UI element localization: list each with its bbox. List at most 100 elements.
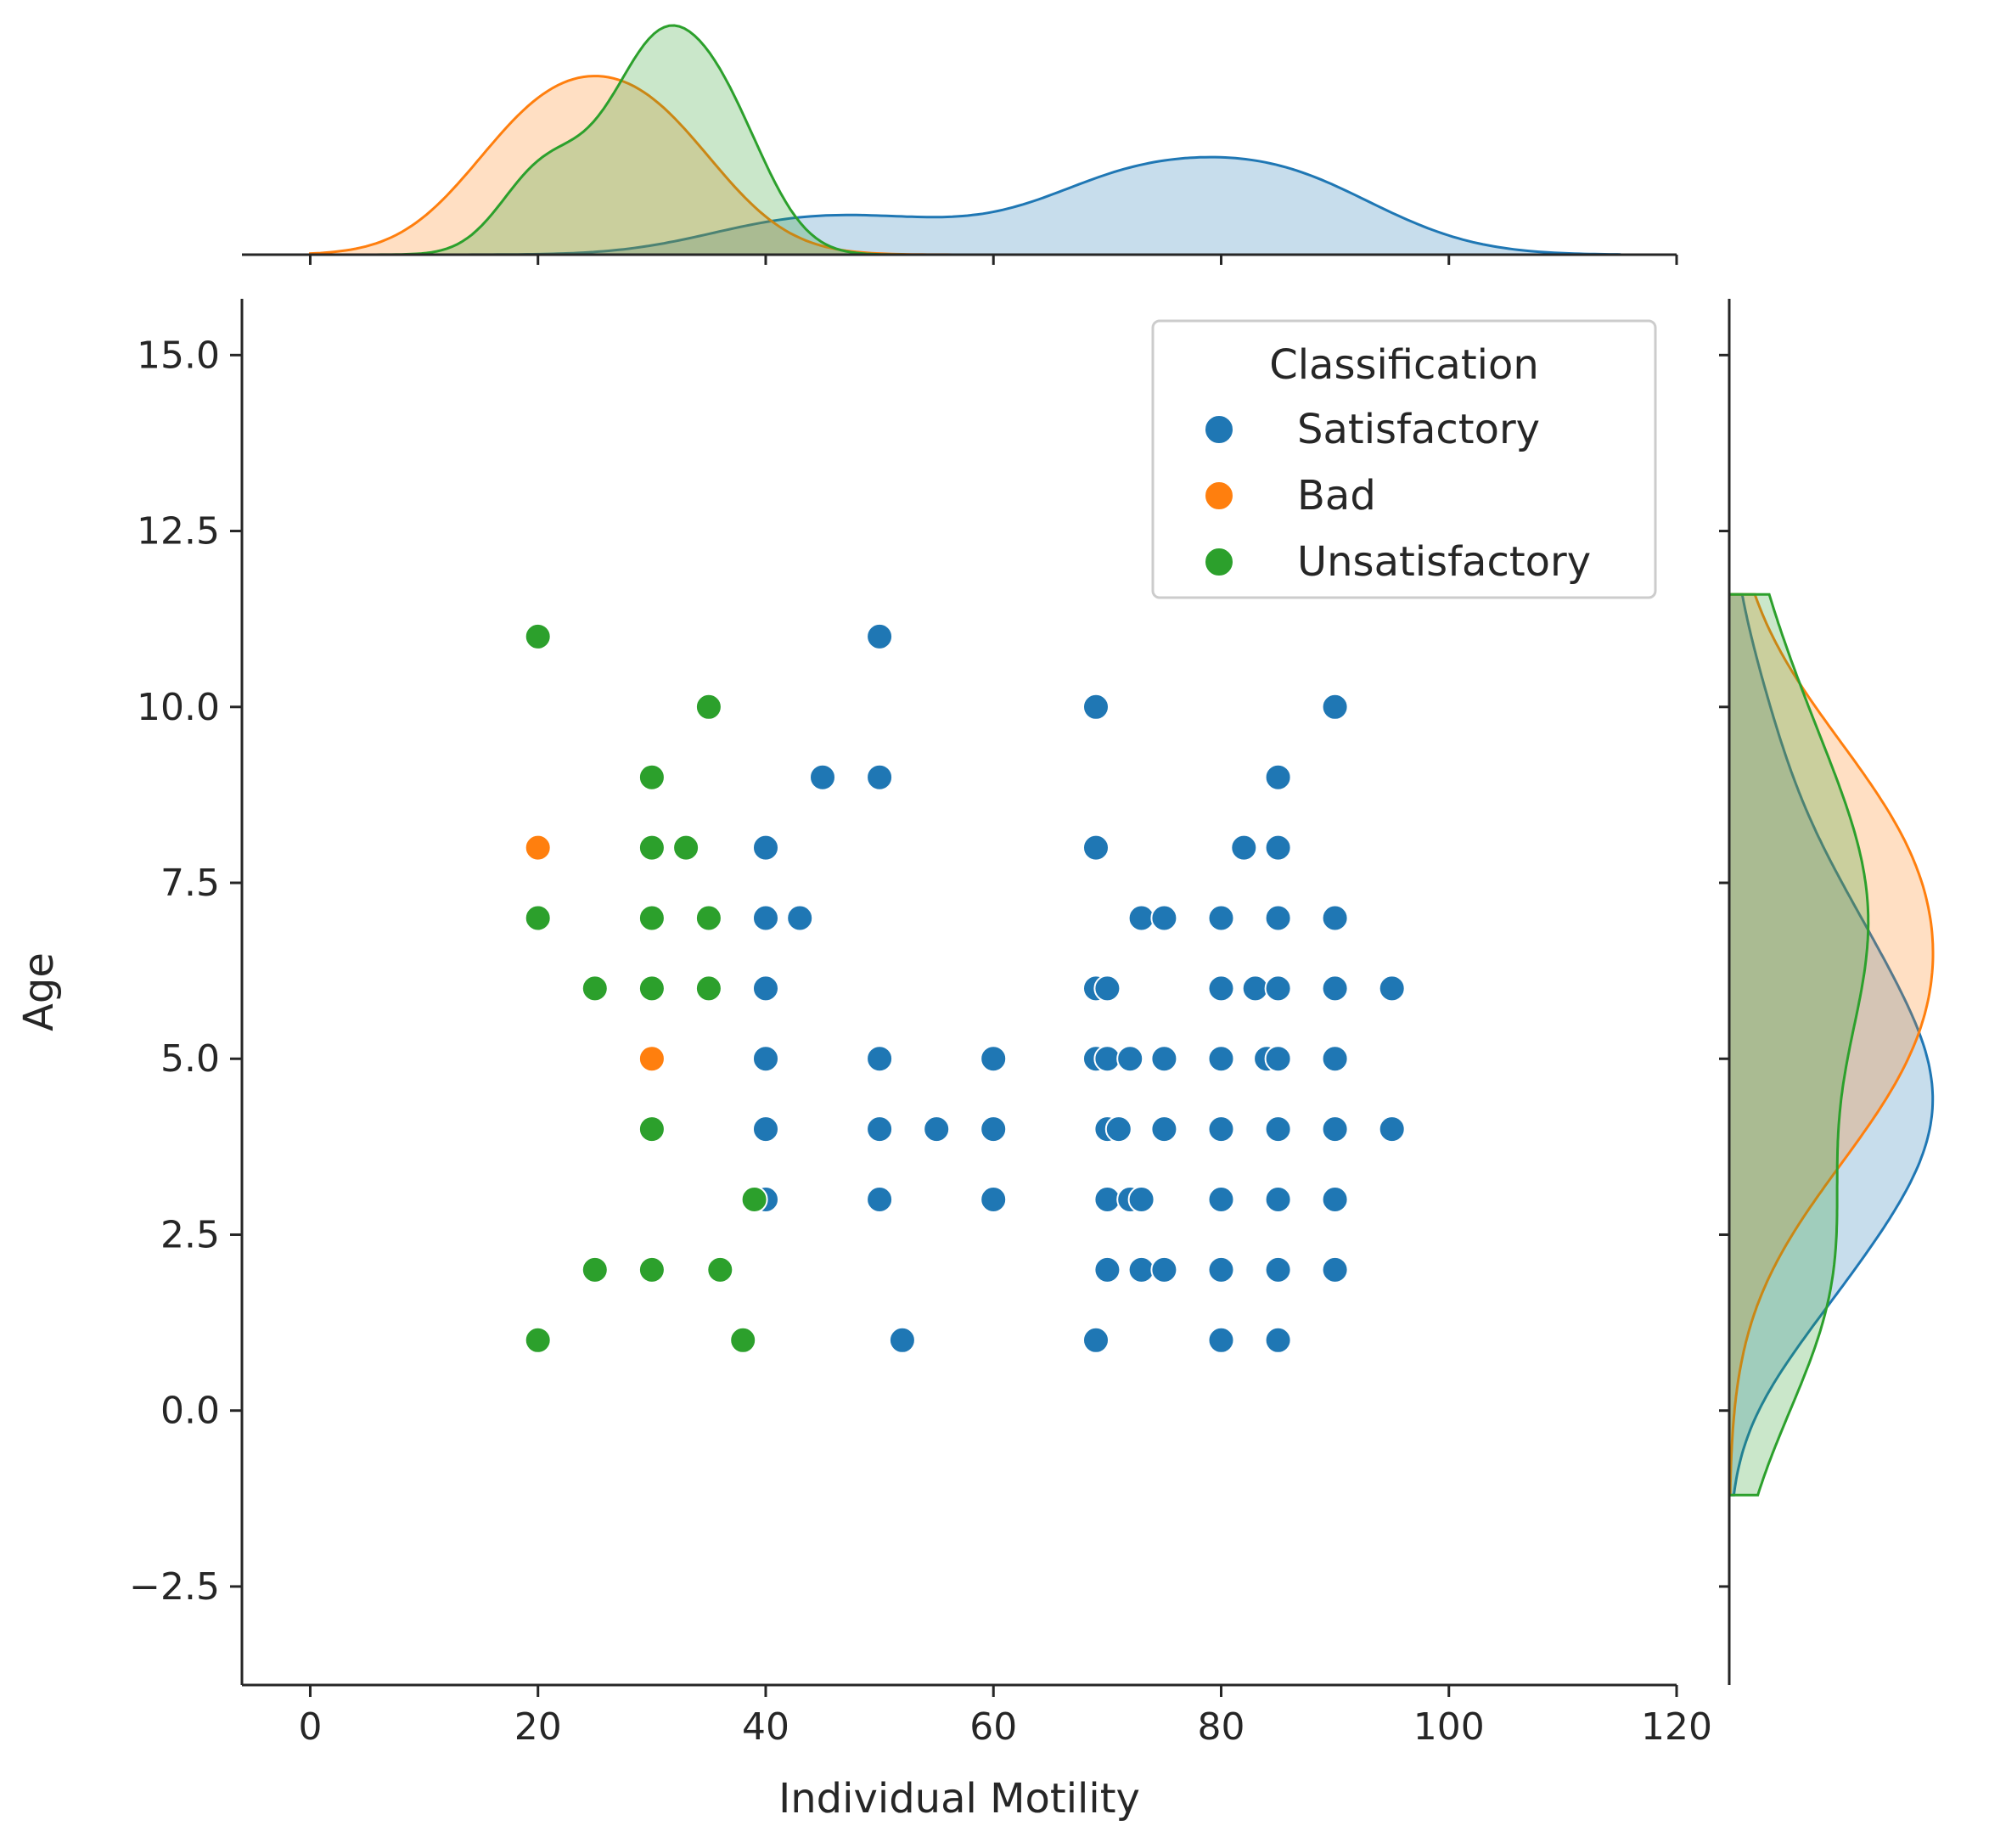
point-satisfactory bbox=[1264, 1045, 1292, 1073]
point-satisfactory bbox=[1082, 693, 1110, 721]
point-unsatisfactory bbox=[638, 763, 666, 791]
y-tick-label: 10.0 bbox=[137, 686, 220, 729]
point-satisfactory bbox=[752, 1115, 779, 1143]
y-tick-label: 12.5 bbox=[137, 510, 220, 553]
point-satisfactory bbox=[1116, 1045, 1144, 1073]
legend-marker-unsatisfactory bbox=[1204, 547, 1234, 577]
point-satisfactory bbox=[1150, 1045, 1178, 1073]
point-satisfactory bbox=[1093, 1255, 1121, 1283]
y-tick-label: −2.5 bbox=[129, 1565, 220, 1609]
point-satisfactory bbox=[980, 1045, 1008, 1073]
x-tick-label: 40 bbox=[742, 1705, 789, 1749]
x-tick-label: 100 bbox=[1413, 1705, 1485, 1749]
point-satisfactory bbox=[1082, 1326, 1110, 1354]
point-satisfactory bbox=[888, 1326, 916, 1354]
y-tick-label: 5.0 bbox=[160, 1037, 220, 1081]
kde-y-unsatisfactory bbox=[1728, 593, 1870, 1497]
point-bad bbox=[638, 1045, 666, 1073]
point-satisfactory bbox=[923, 1115, 951, 1143]
point-satisfactory bbox=[1150, 904, 1178, 932]
x-tick-label: 20 bbox=[514, 1705, 562, 1749]
point-unsatisfactory bbox=[524, 904, 552, 932]
point-satisfactory bbox=[1207, 1326, 1235, 1354]
point-satisfactory bbox=[1241, 975, 1269, 1003]
main-axes: 0 20 40 60 80 100 120 −2.5 0.0 2.5 5.0 7.5 10.0 12.5 1… bbox=[15, 299, 1712, 1823]
point-satisfactory bbox=[1127, 1186, 1155, 1213]
point-unsatisfactory bbox=[694, 975, 722, 1003]
scatter-points bbox=[524, 622, 1406, 1354]
point-satisfactory bbox=[1264, 975, 1292, 1003]
legend-label-satisfactory: Satisfactory bbox=[1297, 406, 1540, 453]
point-satisfactory bbox=[1207, 1045, 1235, 1073]
legend-title: Classification bbox=[1269, 341, 1539, 389]
legend-box bbox=[1151, 319, 1657, 599]
point-satisfactory bbox=[1150, 1255, 1178, 1283]
y-tick-label: 7.5 bbox=[160, 862, 220, 905]
point-satisfactory bbox=[752, 975, 779, 1003]
point-unsatisfactory bbox=[672, 834, 700, 862]
point-satisfactory bbox=[1093, 1186, 1121, 1213]
point-satisfactory bbox=[1264, 834, 1292, 862]
point-satisfactory bbox=[1264, 1326, 1292, 1354]
point-satisfactory bbox=[980, 1115, 1008, 1143]
y-axis-label: Age bbox=[15, 952, 63, 1031]
point-satisfactory bbox=[1127, 1255, 1155, 1283]
point-satisfactory bbox=[1378, 975, 1406, 1003]
point-satisfactory bbox=[752, 1045, 779, 1073]
point-bad bbox=[524, 834, 552, 862]
right-marginal-kde bbox=[1719, 299, 1935, 1685]
legend: Classification Satisfactory Bad Unsatisfact… bbox=[1151, 319, 1657, 599]
point-satisfactory bbox=[866, 1186, 894, 1213]
point-unsatisfactory bbox=[638, 1255, 666, 1283]
point-unsatisfactory bbox=[524, 1326, 552, 1354]
point-satisfactory bbox=[980, 1186, 1008, 1213]
point-satisfactory bbox=[1264, 1255, 1292, 1283]
point-satisfactory bbox=[1321, 693, 1349, 721]
point-satisfactory bbox=[1378, 1115, 1406, 1143]
point-unsatisfactory bbox=[524, 622, 552, 650]
point-satisfactory bbox=[1321, 1045, 1349, 1073]
point-unsatisfactory bbox=[638, 975, 666, 1003]
legend-label-bad: Bad bbox=[1297, 472, 1376, 520]
point-satisfactory bbox=[1264, 1186, 1292, 1213]
point-satisfactory bbox=[752, 834, 779, 862]
point-satisfactory bbox=[1321, 1115, 1349, 1143]
point-satisfactory bbox=[1207, 1186, 1235, 1213]
point-satisfactory bbox=[1264, 904, 1292, 932]
point-satisfactory bbox=[866, 622, 894, 650]
point-satisfactory bbox=[1093, 1045, 1121, 1073]
point-unsatisfactory bbox=[581, 975, 609, 1003]
point-satisfactory bbox=[1207, 904, 1235, 932]
x-axis-label: Individual Motility bbox=[778, 1775, 1140, 1823]
point-satisfactory bbox=[1264, 1115, 1292, 1143]
point-satisfactory bbox=[1321, 1255, 1349, 1283]
point-satisfactory bbox=[1093, 975, 1121, 1003]
point-satisfactory bbox=[1127, 904, 1155, 932]
point-satisfactory bbox=[866, 1045, 894, 1073]
legend-marker-bad bbox=[1204, 480, 1234, 511]
point-unsatisfactory bbox=[638, 904, 666, 932]
point-unsatisfactory bbox=[694, 904, 722, 932]
point-unsatisfactory bbox=[638, 834, 666, 862]
point-satisfactory bbox=[809, 763, 836, 791]
x-tick-label: 80 bbox=[1197, 1705, 1245, 1749]
point-satisfactory bbox=[1321, 904, 1349, 932]
point-satisfactory bbox=[1264, 763, 1292, 791]
x-tick-label: 0 bbox=[298, 1705, 322, 1749]
point-satisfactory bbox=[1150, 1115, 1178, 1143]
point-satisfactory bbox=[866, 763, 894, 791]
y-tick-label: 15.0 bbox=[137, 334, 220, 377]
point-unsatisfactory bbox=[706, 1255, 734, 1283]
point-satisfactory bbox=[1207, 1255, 1235, 1283]
kde-y-bad bbox=[1728, 593, 1935, 1497]
point-unsatisfactory bbox=[740, 1186, 768, 1213]
point-satisfactory bbox=[752, 904, 779, 932]
point-satisfactory bbox=[786, 904, 814, 932]
point-satisfactory bbox=[866, 1115, 894, 1143]
kde-y-satisfactory bbox=[1728, 593, 1935, 1497]
x-tick-label: 120 bbox=[1641, 1705, 1712, 1749]
point-unsatisfactory bbox=[729, 1326, 757, 1354]
point-satisfactory bbox=[1082, 834, 1110, 862]
